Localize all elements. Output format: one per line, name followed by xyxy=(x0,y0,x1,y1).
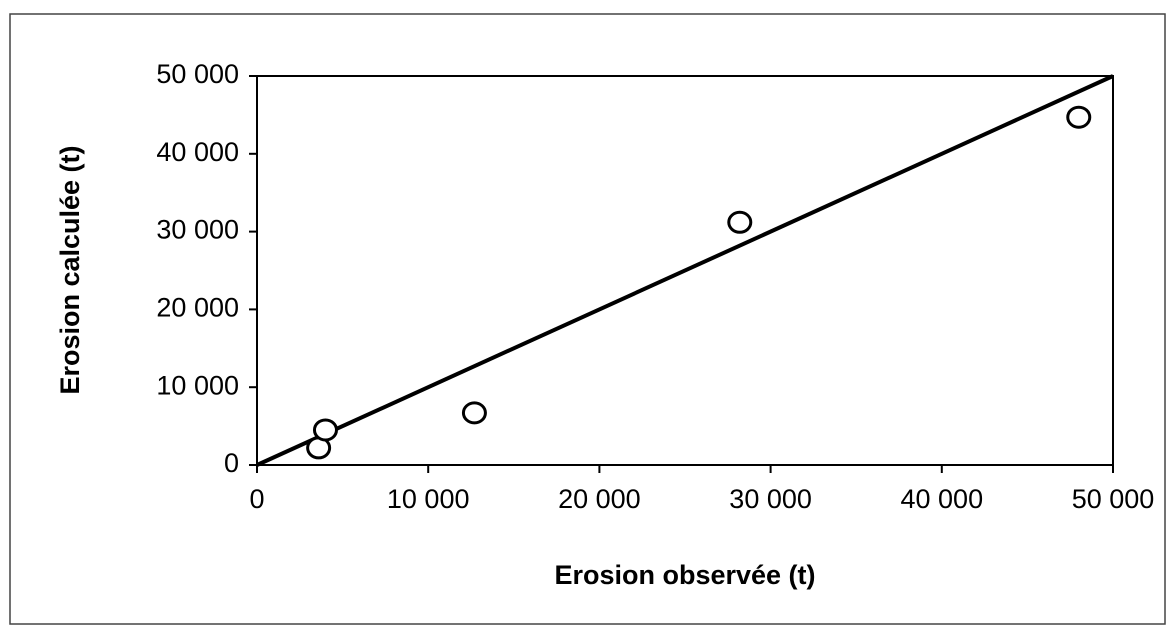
chart-border xyxy=(9,13,1166,625)
x-tick-label: 0 xyxy=(249,484,264,514)
y-tick-label: 20 000 xyxy=(156,293,239,323)
x-tick-label: 50 000 xyxy=(1072,484,1155,514)
x-tick-label: 10 000 xyxy=(387,484,470,514)
x-tick-label: 20 000 xyxy=(558,484,641,514)
reference-line xyxy=(256,74,1114,467)
y-tick-label: 0 xyxy=(224,448,239,478)
y-tick-label: 30 000 xyxy=(156,215,239,245)
y-tick-label: 10 000 xyxy=(156,370,239,400)
x-tick-label: 30 000 xyxy=(729,484,812,514)
x-tick-label: 40 000 xyxy=(901,484,984,514)
plot-frame xyxy=(256,75,1114,466)
data-point xyxy=(1066,105,1092,129)
y-tick-label: 50 000 xyxy=(156,59,239,89)
data-point xyxy=(312,418,338,442)
data-point xyxy=(461,401,487,425)
data-point xyxy=(727,210,753,234)
x-axis-title: Erosion observée (t) xyxy=(554,560,815,590)
y-tick-label: 40 000 xyxy=(156,137,239,167)
y-axis-title: Erosion calculée (t) xyxy=(55,145,85,394)
